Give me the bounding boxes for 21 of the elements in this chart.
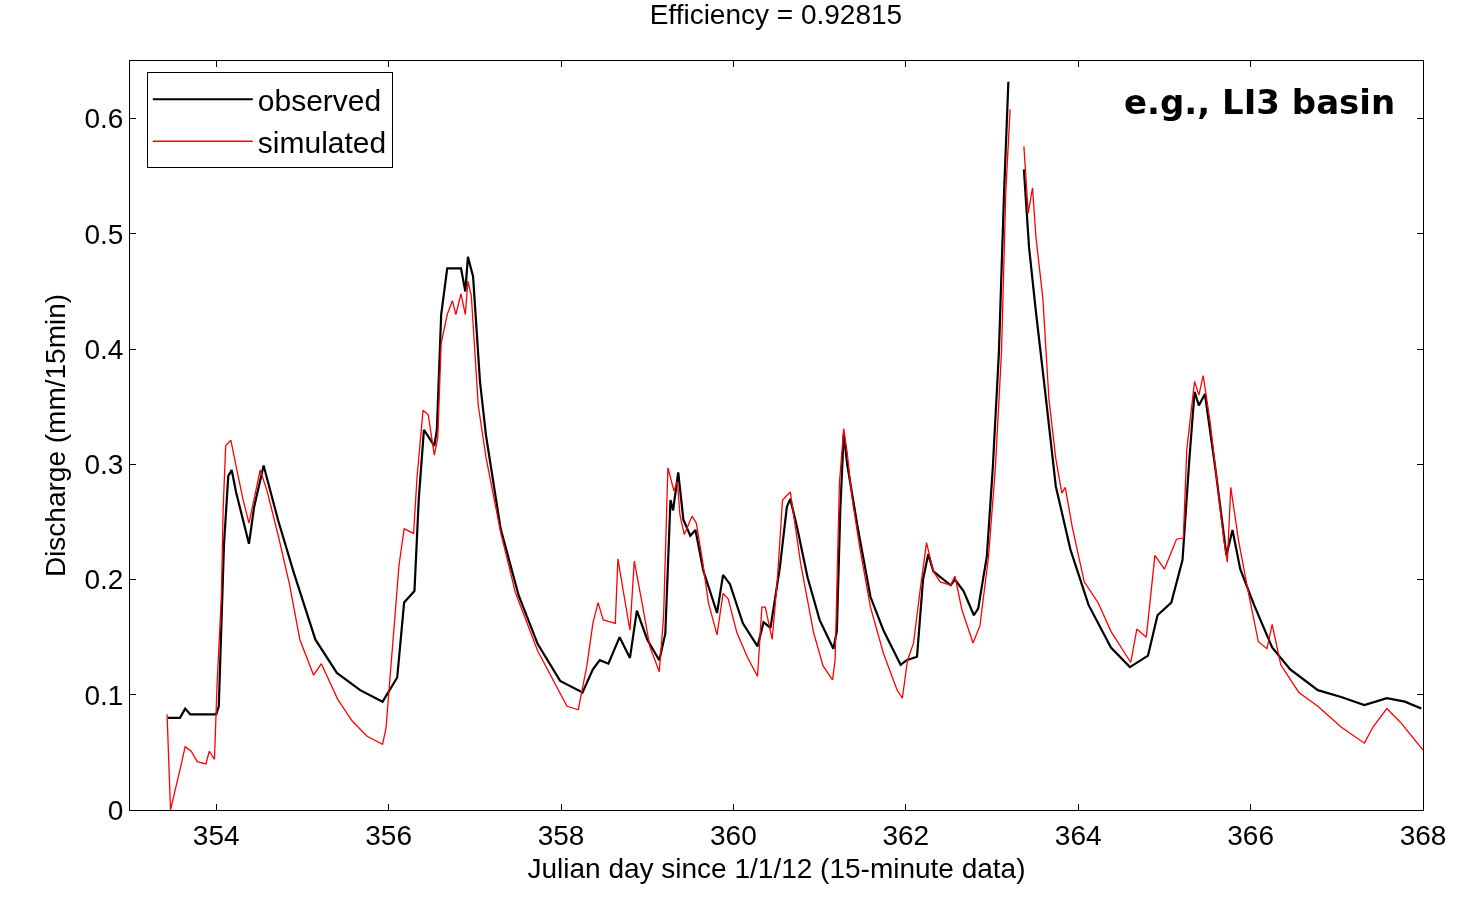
chart-title: Efficiency = 0.92815 (649, 0, 903, 31)
legend-label: observed (257, 83, 382, 117)
y-tick-label: 0.6 (84, 103, 124, 135)
x-tick-label: 364 (1054, 819, 1102, 851)
y-tick-label: 0.4 (84, 333, 124, 365)
annotation: e.g., LI3 basin (1124, 82, 1396, 122)
x-axis-title: Julian day since 1/1/12 (15-minute data) (527, 852, 1026, 884)
y-axis-title: Discharge (mm/15min) (40, 293, 72, 578)
x-tick-label: 356 (365, 819, 412, 851)
x-tick-label: 368 (1399, 819, 1447, 851)
x-tick-label: 366 (1227, 819, 1274, 851)
x-tick-label: 362 (882, 819, 930, 851)
y-tick-label: 0.5 (84, 218, 124, 250)
x-tick-label: 358 (537, 819, 585, 851)
y-tick-label: 0.2 (84, 564, 124, 596)
x-tick-label: 360 (710, 819, 757, 851)
y-tick-label: 0.3 (84, 449, 124, 481)
legend-label: simulated (257, 125, 387, 159)
x-tick-label: 354 (192, 819, 240, 851)
y-tick-label: 0.1 (84, 679, 124, 711)
y-tick-label: 0 (107, 794, 124, 826)
